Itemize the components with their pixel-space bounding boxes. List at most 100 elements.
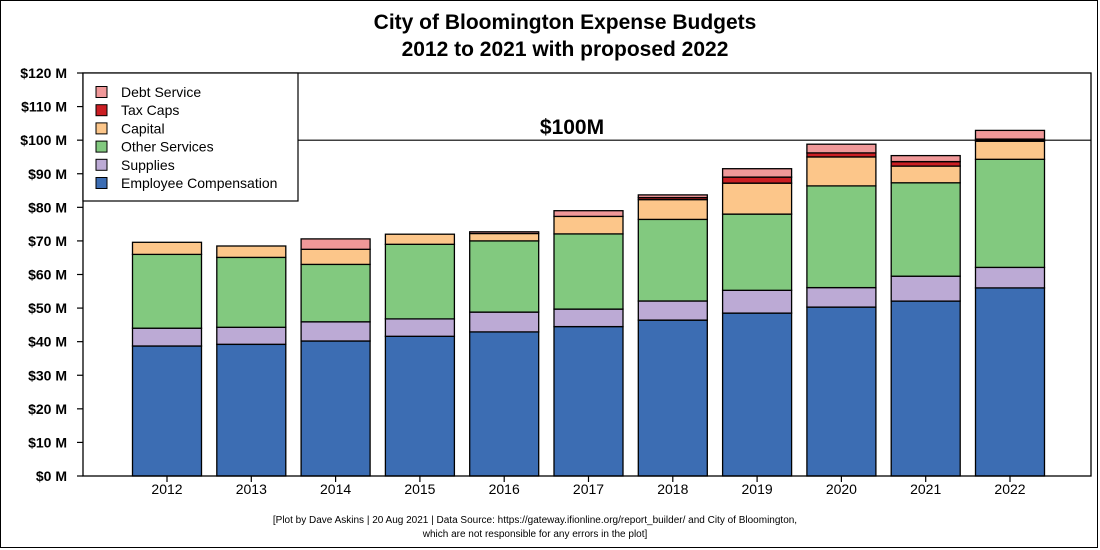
y-tick-label: $90 M — [28, 166, 67, 182]
y-tick-label: $60 M — [28, 267, 67, 283]
legend-label-employee-compensation: Employee Compensation — [121, 175, 277, 191]
bar-debt-service-2017 — [553, 210, 624, 218]
bar-capital-2018 — [637, 198, 708, 221]
bar-supplies-2016 — [469, 311, 540, 333]
bar-supplies-2014 — [300, 321, 371, 342]
bar-capital-2014 — [300, 248, 371, 266]
bar-debt-service-2014 — [300, 238, 371, 250]
legend: Debt Service Tax Caps Capital Other Service… — [82, 72, 299, 202]
legend-swatch-debt-service — [95, 86, 108, 98]
legend-label-debt-service: Debt Service — [121, 84, 201, 100]
caption-line-2: which are not responsible for any errors… — [422, 529, 648, 540]
bar-supplies-2021 — [890, 275, 961, 302]
bar-supplies-2018 — [637, 300, 708, 321]
x-tick-label: 2022 — [994, 481, 1025, 497]
bar-other-services-2012 — [131, 253, 203, 329]
bar-debt-service-2016 — [469, 231, 540, 235]
x-tick-label: 2019 — [742, 481, 773, 497]
y-tick-label: $110 M — [21, 99, 67, 115]
bar-other-services-2022 — [974, 158, 1046, 269]
bar-other-services-2017 — [553, 233, 624, 310]
bar-other-services-2014 — [300, 263, 371, 323]
legend-swatch-employee-compensation — [95, 177, 108, 189]
bar-employee-compensation-2013 — [216, 343, 287, 477]
bar-capital-2020 — [806, 156, 877, 187]
legend-label-tax-caps: Tax Caps — [121, 102, 179, 118]
bar-capital-2022 — [974, 140, 1046, 160]
bar-tax-caps-2019 — [721, 176, 793, 184]
legend-label-other-services: Other Services — [121, 139, 214, 155]
bar-other-services-2015 — [384, 243, 456, 320]
chart-title: City of Bloomington Expense Budgets — [374, 11, 757, 34]
bar-employee-compensation-2017 — [553, 325, 624, 477]
y-tick-label: $80 M — [28, 199, 67, 215]
y-tick-label: $0 M — [36, 468, 67, 484]
legend-swatch-other-services — [95, 140, 108, 153]
bar-employee-compensation-2016 — [469, 331, 540, 477]
bar-supplies-2019 — [721, 289, 793, 314]
reference-line-label: $100M — [540, 116, 604, 139]
bars-layer — [131, 129, 1046, 477]
bar-other-services-2019 — [721, 213, 793, 291]
legend-swatch-supplies — [95, 158, 108, 171]
bar-employee-compensation-2020 — [806, 306, 877, 477]
bar-capital-2017 — [553, 215, 624, 235]
bar-employee-compensation-2014 — [300, 340, 371, 477]
legend-swatch-tax-caps — [95, 104, 108, 117]
bar-debt-service-2020 — [806, 143, 877, 154]
bar-debt-service-2021 — [890, 154, 961, 163]
y-tick-label: $70 M — [28, 233, 67, 249]
legend-box — [82, 72, 299, 202]
bar-other-services-2020 — [806, 185, 877, 289]
y-tick-label: $30 M — [28, 367, 67, 383]
bar-supplies-2012 — [131, 327, 203, 347]
y-tick-label: $120 M — [20, 65, 67, 81]
bar-supplies-2013 — [216, 326, 287, 345]
x-tick-label: 2012 — [151, 481, 182, 497]
bar-supplies-2015 — [384, 318, 456, 337]
y-tick-label: $100 M — [20, 132, 67, 148]
bar-tax-caps-2021 — [890, 161, 961, 167]
bar-capital-2019 — [721, 182, 793, 215]
bar-supplies-2022 — [974, 266, 1046, 289]
bar-other-services-2016 — [469, 240, 540, 313]
plot-border — [82, 72, 1092, 477]
y-tick-label: $50 M — [28, 300, 67, 316]
x-tick-label: 2014 — [320, 481, 351, 497]
bar-employee-compensation-2022 — [974, 287, 1046, 477]
x-tick-label: 2016 — [489, 481, 520, 497]
bar-other-services-2013 — [216, 256, 287, 328]
bar-capital-2013 — [216, 245, 287, 259]
bar-supplies-2020 — [806, 286, 877, 308]
bar-employee-compensation-2015 — [384, 335, 456, 477]
bar-other-services-2018 — [637, 218, 708, 302]
bar-other-services-2021 — [890, 182, 961, 277]
x-tick-label: 2015 — [404, 481, 435, 497]
bar-capital-2012 — [131, 241, 203, 256]
bar-employee-compensation-2019 — [721, 312, 793, 477]
legend-swatch-capital — [95, 122, 108, 135]
x-tick-label: 2017 — [573, 481, 604, 497]
bar-debt-service-2018 — [637, 194, 708, 199]
bar-employee-compensation-2021 — [890, 300, 961, 477]
x-tick-label: 2020 — [826, 481, 857, 497]
x-tick-label: 2021 — [910, 481, 941, 497]
y-tick-label: $10 M — [28, 434, 67, 450]
legend-label-supplies: Supplies — [121, 157, 175, 173]
legend-label-capital: Capital — [121, 120, 165, 136]
bar-debt-service-2019 — [721, 168, 793, 178]
bar-debt-service-2022 — [974, 129, 1046, 140]
y-tick-label: $40 M — [28, 334, 67, 350]
axis-layer: $0 M $10 M $20 M $30 M $40 M $50 M $60 M $70 M $… — [20, 65, 1025, 497]
x-tick-label: 2018 — [657, 481, 688, 497]
chart-subtitle: 2012 to 2021 with proposed 2022 — [402, 38, 729, 61]
bar-capital-2021 — [890, 165, 961, 184]
bar-capital-2015 — [384, 233, 456, 245]
y-tick-label: $20 M — [28, 401, 67, 417]
bar-supplies-2017 — [553, 308, 624, 328]
bar-capital-2016 — [469, 232, 540, 242]
bar-employee-compensation-2018 — [637, 319, 708, 477]
caption-line-1: [Plot by Dave Askins | 20 Aug 2021 | Dat… — [273, 515, 797, 526]
